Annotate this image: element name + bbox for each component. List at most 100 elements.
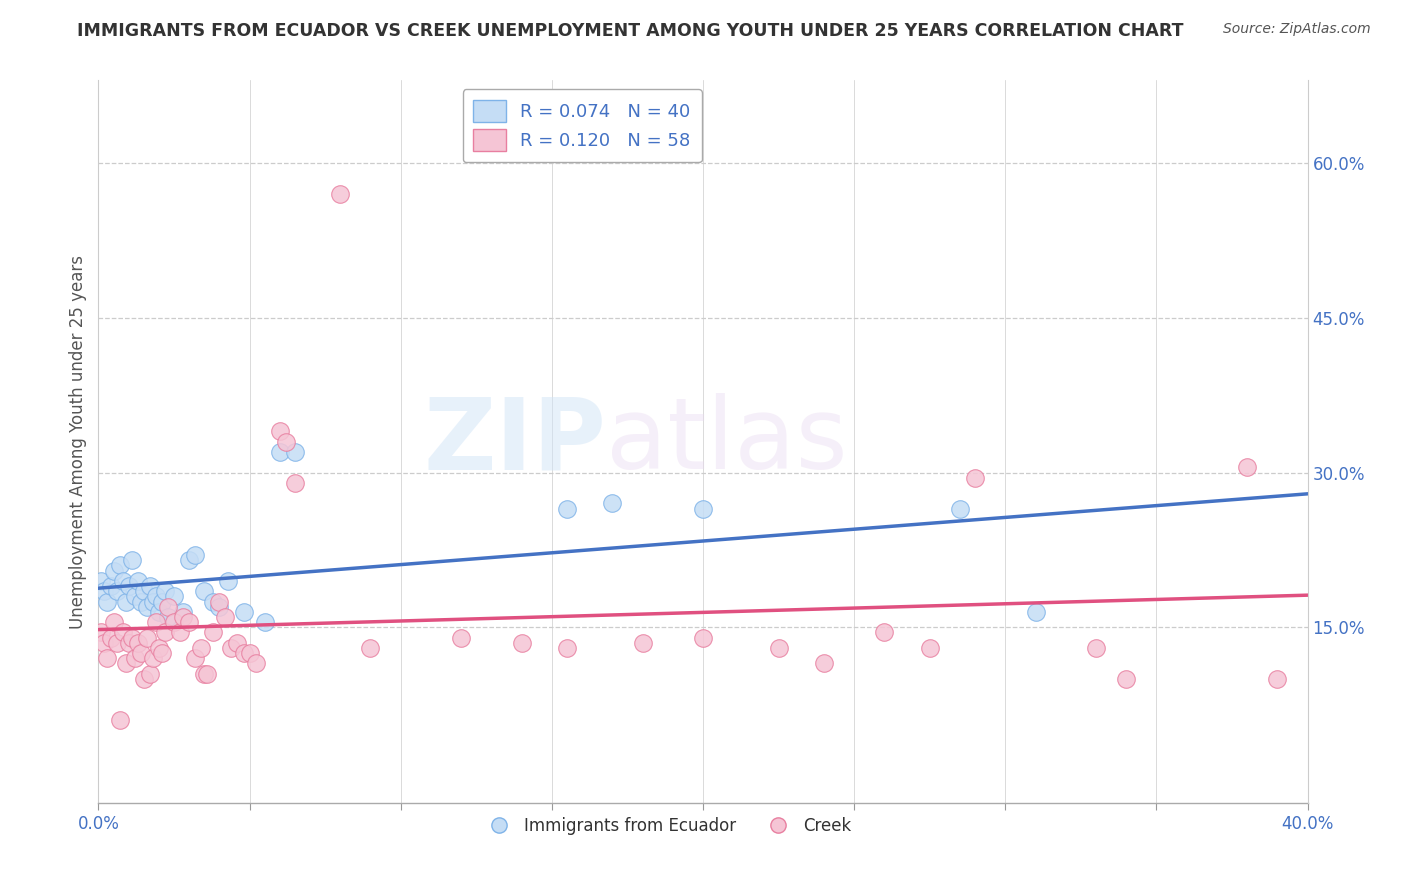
Point bbox=[949, 501, 972, 516]
Point bbox=[873, 625, 896, 640]
Point bbox=[145, 615, 167, 630]
Text: Source: ZipAtlas.com: Source: ZipAtlas.com bbox=[1223, 22, 1371, 37]
Point bbox=[135, 599, 157, 614]
Legend: Immigrants from Ecuador, Creek: Immigrants from Ecuador, Creek bbox=[475, 810, 858, 841]
Point bbox=[139, 579, 162, 593]
Point bbox=[239, 646, 262, 660]
Point bbox=[555, 501, 578, 516]
Point bbox=[193, 584, 215, 599]
Point bbox=[129, 594, 152, 608]
Point bbox=[169, 625, 191, 640]
Point bbox=[360, 640, 382, 655]
Point bbox=[96, 594, 118, 608]
Point bbox=[129, 646, 152, 660]
Point bbox=[179, 615, 201, 630]
Point bbox=[163, 590, 186, 604]
Point bbox=[269, 445, 291, 459]
Point bbox=[232, 605, 254, 619]
Point bbox=[114, 594, 136, 608]
Point bbox=[148, 605, 170, 619]
Point bbox=[172, 610, 194, 624]
Point bbox=[100, 631, 122, 645]
Point bbox=[132, 584, 155, 599]
Point bbox=[127, 636, 149, 650]
Point bbox=[153, 625, 176, 640]
Point bbox=[111, 625, 134, 640]
Point bbox=[93, 636, 115, 650]
Point bbox=[918, 640, 941, 655]
Point bbox=[284, 475, 307, 490]
Point bbox=[1267, 672, 1289, 686]
Point bbox=[124, 590, 146, 604]
Point bbox=[118, 579, 141, 593]
Point bbox=[156, 610, 179, 624]
Point bbox=[148, 640, 170, 655]
Point bbox=[150, 646, 173, 660]
Point bbox=[965, 471, 987, 485]
Point bbox=[193, 666, 215, 681]
Point bbox=[121, 553, 143, 567]
Point bbox=[253, 615, 276, 630]
Point bbox=[221, 640, 243, 655]
Point bbox=[111, 574, 134, 588]
Point bbox=[1115, 672, 1137, 686]
Point bbox=[105, 636, 128, 650]
Point bbox=[145, 590, 167, 604]
Point bbox=[208, 599, 231, 614]
Point bbox=[100, 579, 122, 593]
Point bbox=[139, 666, 162, 681]
Point bbox=[208, 594, 231, 608]
Point bbox=[768, 640, 790, 655]
Point bbox=[156, 599, 179, 614]
Point bbox=[142, 594, 165, 608]
Point bbox=[226, 636, 249, 650]
Point bbox=[813, 657, 835, 671]
Point bbox=[214, 610, 236, 624]
Point bbox=[108, 558, 131, 573]
Point bbox=[103, 564, 125, 578]
Point bbox=[202, 625, 225, 640]
Point bbox=[105, 584, 128, 599]
Point bbox=[510, 636, 533, 650]
Point bbox=[179, 553, 201, 567]
Point bbox=[153, 584, 176, 599]
Point bbox=[269, 424, 291, 438]
Point bbox=[1024, 605, 1046, 619]
Point bbox=[184, 548, 207, 562]
Y-axis label: Unemployment Among Youth under 25 years: Unemployment Among Youth under 25 years bbox=[69, 254, 87, 629]
Point bbox=[150, 594, 173, 608]
Point bbox=[108, 713, 131, 727]
Point bbox=[114, 657, 136, 671]
Point bbox=[274, 434, 297, 449]
Point bbox=[90, 574, 112, 588]
Text: ZIP: ZIP bbox=[423, 393, 606, 490]
Point bbox=[1236, 460, 1258, 475]
Text: atlas: atlas bbox=[606, 393, 848, 490]
Point bbox=[127, 574, 149, 588]
Point bbox=[124, 651, 146, 665]
Point bbox=[190, 640, 212, 655]
Point bbox=[1085, 640, 1108, 655]
Text: IMMIGRANTS FROM ECUADOR VS CREEK UNEMPLOYMENT AMONG YOUTH UNDER 25 YEARS CORRELA: IMMIGRANTS FROM ECUADOR VS CREEK UNEMPLO… bbox=[77, 22, 1184, 40]
Point bbox=[172, 605, 194, 619]
Point bbox=[232, 646, 254, 660]
Point bbox=[631, 636, 654, 650]
Point bbox=[217, 574, 239, 588]
Point bbox=[329, 186, 352, 201]
Point bbox=[118, 636, 141, 650]
Point bbox=[602, 496, 624, 510]
Point bbox=[132, 672, 155, 686]
Point bbox=[195, 666, 218, 681]
Point bbox=[284, 445, 307, 459]
Point bbox=[103, 615, 125, 630]
Point bbox=[245, 657, 267, 671]
Point bbox=[96, 651, 118, 665]
Point bbox=[692, 501, 714, 516]
Point bbox=[202, 594, 225, 608]
Point bbox=[135, 631, 157, 645]
Point bbox=[90, 625, 112, 640]
Point bbox=[555, 640, 578, 655]
Point bbox=[121, 631, 143, 645]
Point bbox=[93, 584, 115, 599]
Point bbox=[163, 615, 186, 630]
